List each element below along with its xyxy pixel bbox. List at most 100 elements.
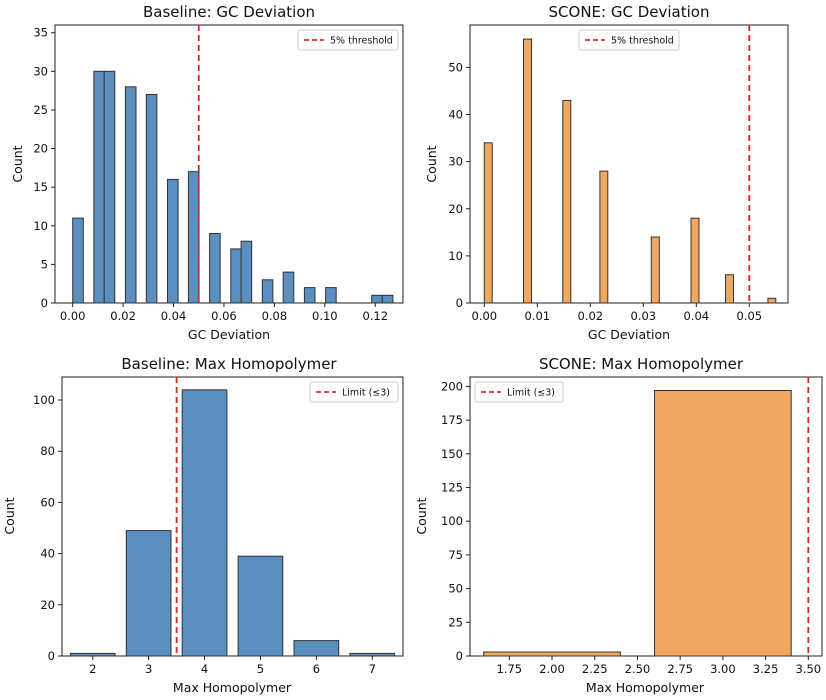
y-tick-label: 5 (41, 257, 48, 271)
panel-scone-homopolymer: SCONE: Max Homopolymer 1.75 2.00 2.25 2.50 2… (414, 355, 823, 695)
x-axis-label: Max Homopolymer (586, 680, 705, 695)
x-tick-label: 2.25 (582, 662, 608, 676)
y-tick-label: 150 (441, 447, 463, 461)
y-tick-label: 20 (33, 142, 48, 156)
y-axis-label: Count (2, 497, 17, 534)
y-tick-label: 0 (41, 296, 48, 310)
bar (690, 217, 700, 304)
y-tick-label: 60 (40, 495, 55, 509)
x-tick-label: 0.04 (684, 309, 710, 323)
x-tick-label: 3 (145, 662, 152, 676)
bar (187, 171, 200, 304)
x-tick-label: 0.03 (631, 309, 657, 323)
bar (69, 652, 116, 657)
y-tick-label: 100 (441, 514, 463, 528)
legend: Limit (≤3) (309, 381, 399, 403)
y-tick-label: 20 (40, 598, 55, 612)
legend: 5% threshold (297, 29, 399, 51)
bar (125, 530, 172, 657)
bar (483, 142, 493, 304)
x-tick-label: 2.50 (625, 662, 651, 676)
legend-label: 5% threshold (330, 36, 393, 47)
bar (293, 640, 340, 657)
y-tick-label: 100 (33, 393, 55, 407)
chart-title: Baseline: Max Homopolymer (121, 355, 337, 373)
y-tick-label: 175 (441, 413, 463, 427)
chart-title: SCONE: Max Homopolymer (539, 355, 744, 373)
y-tick-label: 10 (448, 249, 463, 263)
plot-frame (54, 24, 404, 304)
y-tick-label: 35 (33, 26, 48, 40)
y-tick-label: 40 (448, 108, 463, 122)
bars (483, 390, 792, 657)
x-tick-label: 0.10 (312, 309, 338, 323)
y-tick-label: 125 (441, 481, 463, 495)
x-tick-label: 0.05 (737, 309, 763, 323)
bar (145, 94, 158, 304)
legend-label: Limit (≤3) (342, 388, 390, 399)
bars (69, 389, 396, 657)
legend: Limit (≤3) (474, 381, 564, 403)
chart-title: SCONE: GC Deviation (549, 3, 710, 21)
x-ticks: 0.00 0.02 0.04 0.06 0.08 0.10 0.12 (60, 303, 388, 323)
legend: 5% threshold (578, 29, 680, 51)
bar (381, 294, 394, 304)
bar (654, 390, 792, 657)
bars (72, 70, 394, 304)
x-tick-label: 2 (89, 662, 96, 676)
y-tick-label: 0 (456, 649, 463, 663)
x-tick-label: 3.50 (796, 662, 822, 676)
legend-box (309, 381, 399, 403)
y-axis-label: Count (414, 497, 429, 534)
x-axis-label: Max Homopolymer (173, 680, 292, 695)
panel-scone-gc: SCONE: GC Deviation 0.00 0.01 0.02 0.03 0.04… (424, 3, 789, 342)
y-ticks: 0 25 50 75 100 125 150 175 200 (441, 379, 470, 663)
y-tick-label: 20 (448, 202, 463, 216)
bars (483, 38, 777, 304)
x-tick-label: 0.06 (211, 309, 237, 323)
x-tick-label: 0.04 (161, 309, 187, 323)
x-tick-label: 0.01 (525, 309, 551, 323)
bar (181, 389, 228, 657)
bar (103, 70, 116, 304)
x-tick-label: 5 (257, 662, 264, 676)
bar (650, 236, 660, 304)
x-ticks: 0.00 0.01 0.02 0.03 0.04 0.05 (472, 303, 763, 323)
y-tick-label: 0 (48, 649, 55, 663)
y-tick-label: 25 (448, 615, 463, 629)
y-tick-label: 10 (33, 219, 48, 233)
x-tick-label: 0.00 (60, 309, 86, 323)
y-tick-label: 50 (448, 582, 463, 596)
x-tick-label: 1.75 (496, 662, 522, 676)
y-tick-label: 30 (33, 64, 48, 78)
y-tick-label: 25 (33, 103, 48, 117)
y-tick-label: 50 (448, 60, 463, 74)
y-tick-label: 40 (40, 547, 55, 561)
plot-frame (61, 376, 404, 657)
x-tick-label: 6 (313, 662, 320, 676)
y-tick-label: 0 (456, 296, 463, 310)
y-tick-label: 80 (40, 444, 55, 458)
legend-box (578, 29, 680, 51)
x-axis-label: GC Deviation (188, 327, 270, 342)
bar (562, 99, 572, 304)
x-tick-label: 7 (369, 662, 376, 676)
x-tick-label: 4 (201, 662, 208, 676)
bar (237, 555, 284, 657)
y-axis-label: Count (424, 145, 439, 182)
x-tick-label: 0.08 (262, 309, 288, 323)
bar (124, 86, 137, 304)
bar (523, 38, 532, 304)
panel-baseline-gc: Baseline: GC Deviation 0.00 0.02 0.04 0.06 0… (10, 3, 404, 342)
y-ticks: 0 20 40 60 80 100 (33, 393, 62, 663)
bar (325, 287, 337, 304)
y-tick-label: 200 (441, 379, 463, 393)
x-ticks: 2 3 4 5 6 7 (89, 656, 376, 676)
bar (72, 217, 84, 304)
bar (230, 248, 242, 304)
y-axis-label: Count (10, 145, 25, 182)
plot-frame (469, 376, 823, 657)
bar (167, 178, 179, 304)
legend-label: 5% threshold (611, 36, 674, 47)
